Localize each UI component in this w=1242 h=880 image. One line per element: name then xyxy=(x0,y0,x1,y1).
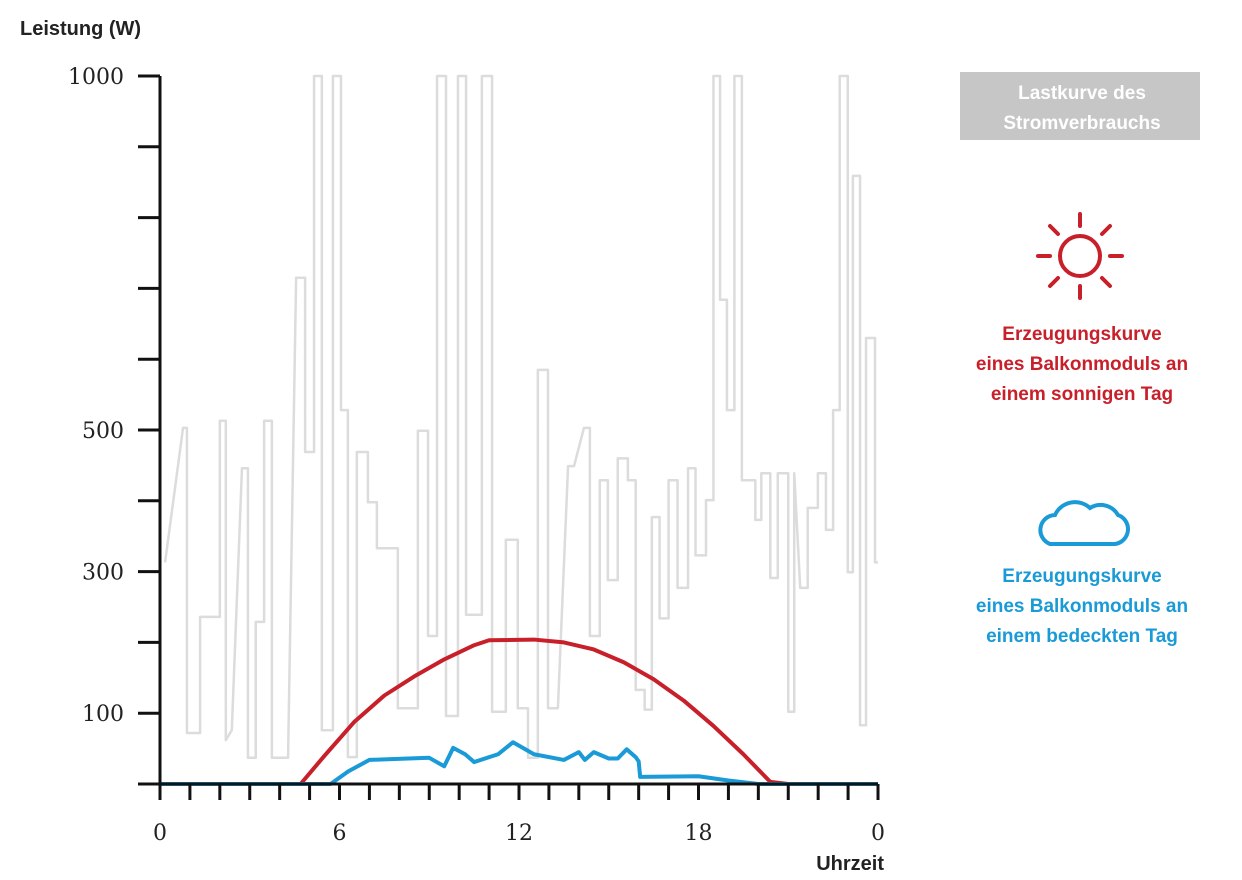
legend-label: eines Balkonmoduls an xyxy=(976,354,1188,375)
legend-label: einem bedeckten Tag xyxy=(986,626,1178,647)
x-tick-label: 6 xyxy=(333,821,347,846)
legend-label: Lastkurve des xyxy=(1018,83,1146,104)
x-tick-label: 18 xyxy=(685,821,713,846)
series-line xyxy=(163,74,878,760)
series-line xyxy=(160,637,878,786)
cloud-icon xyxy=(1038,500,1130,546)
y-axis-title: Leistung (W) xyxy=(20,18,141,40)
legend-label: eines Balkonmoduls an xyxy=(976,596,1188,617)
legend-label: Erzeugungskurve xyxy=(1002,566,1161,587)
legend-box xyxy=(960,72,1200,140)
x-tick-label: 0 xyxy=(153,821,167,846)
legend-label: Stromverbrauchs xyxy=(1003,113,1160,134)
y-tick-label: 1000 xyxy=(68,65,124,90)
sun-icon xyxy=(1036,212,1124,300)
y-tick-label: 100 xyxy=(82,702,124,727)
legend-label: einem sonnigen Tag xyxy=(991,384,1173,405)
legend-label: Erzeugungskurve xyxy=(1002,324,1161,345)
x-axis-title: Uhrzeit xyxy=(816,853,884,875)
y-tick-label: 300 xyxy=(82,561,124,586)
x-tick-label: 12 xyxy=(505,821,533,846)
y-tick-label: 500 xyxy=(82,419,124,444)
x-tick-label: 0 xyxy=(871,821,885,846)
series-line xyxy=(160,740,878,786)
